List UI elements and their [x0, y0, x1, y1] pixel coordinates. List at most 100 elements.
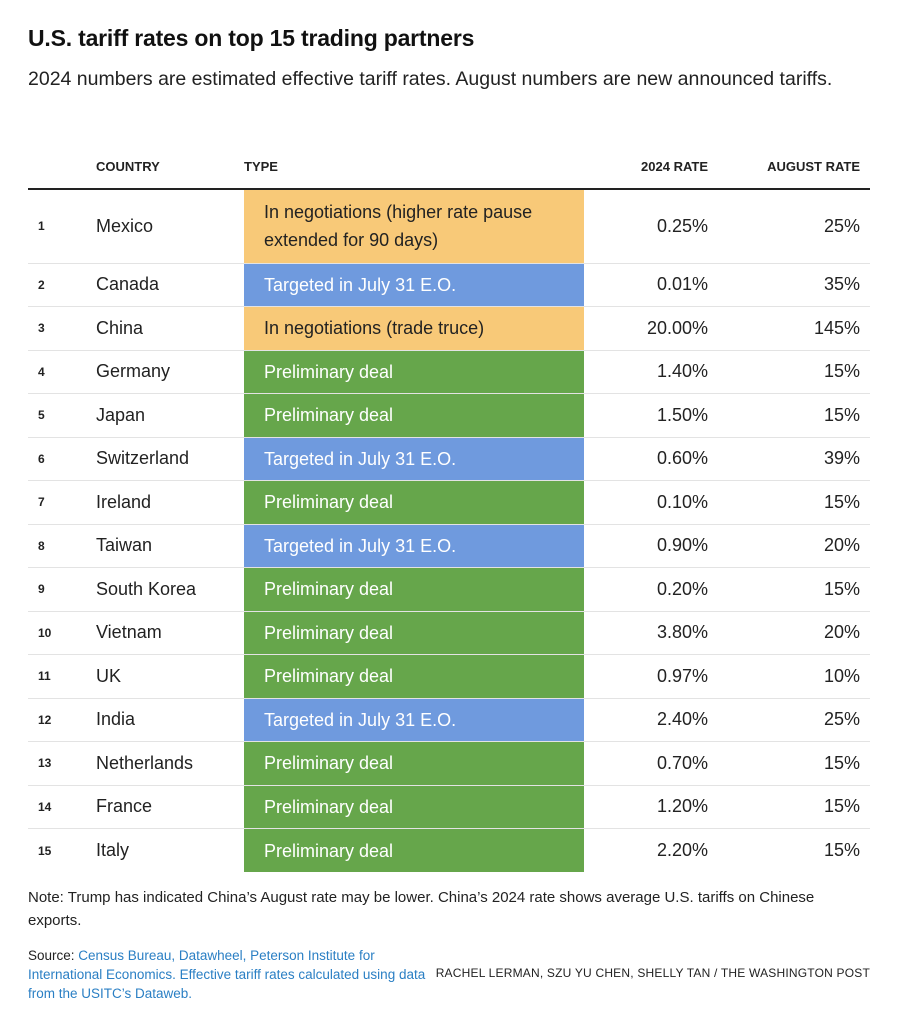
tariff-table: COUNTRY TYPE 2024 RATE AUGUST RATE 1 Mexi… [28, 145, 870, 872]
country-cell: Ireland [96, 480, 244, 525]
country-cell: Canada [96, 263, 244, 307]
rate-august-cell: 15% [720, 785, 870, 829]
source-note: Source: Census Bureau, Datawheel, Peters… [28, 946, 428, 1003]
source-links[interactable]: Census Bureau, Datawheel, Peterson Insti… [28, 948, 426, 1001]
rate-2024-cell: 0.70% [584, 741, 720, 786]
rate-2024-cell: 0.10% [584, 480, 720, 525]
country-cell: Netherlands [96, 741, 244, 786]
rate-august-cell: 25% [720, 698, 870, 742]
type-cell: Preliminary deal [244, 611, 584, 655]
rank-cell: 14 [28, 785, 96, 829]
rank-cell: 15 [38, 843, 52, 858]
table-row: 8 Taiwan Targeted in July 31 E.O. 0.90% 20% [28, 524, 870, 568]
country-cell: France [96, 785, 244, 829]
rank-cell: 6 [28, 437, 96, 481]
rate-august-cell: 20% [720, 524, 870, 568]
type-cell: Targeted in July 31 E.O. [244, 524, 584, 568]
table-row: 11 UK Preliminary deal 0.97% 10% [28, 654, 870, 699]
country-cell: Switzerland [96, 437, 244, 481]
country-cell: Japan [96, 393, 244, 438]
country-cell: Taiwan [96, 524, 244, 568]
chart-subtitle: 2024 numbers are estimated effective tar… [28, 68, 833, 90]
rank-cell: 8 [28, 524, 96, 568]
country-cell: Vietnam [96, 611, 244, 655]
rate-2024-cell: 2.40% [584, 698, 720, 742]
rate-august-cell: 39% [720, 437, 870, 481]
type-cell: Preliminary deal [244, 828, 584, 872]
chart-note: Note: Trump has indicated China’s August… [28, 889, 815, 929]
rank-cell: 4 [28, 350, 96, 394]
byline-credit: RACHEL LERMAN, SZU YU CHEN, SHELLY TAN /… [435, 966, 870, 980]
rate-2024-cell: 1.40% [584, 350, 720, 394]
rate-august-cell: 10% [720, 654, 870, 699]
type-cell: Targeted in July 31 E.O. [244, 437, 584, 481]
table-row: 3 China In negotiations (trade truce) 20.00… [28, 306, 870, 351]
type-cell: In negotiations (higher rate pause exten… [244, 189, 584, 264]
table-row: 5 Japan Preliminary deal 1.50% 15% [28, 393, 870, 438]
rate-august-cell: 15% [720, 567, 870, 612]
rate-2024-cell: 0.20% [584, 567, 720, 612]
type-cell: Preliminary deal [244, 393, 584, 438]
chart-title: U.S. tariff rates on top 15 trading part… [28, 25, 475, 51]
type-cell: Targeted in July 31 E.O. [244, 263, 584, 307]
rate-2024-cell: 0.01% [584, 263, 720, 307]
table-row: 9 South Korea Preliminary deal 0.20% 15% [28, 567, 870, 612]
type-cell: In negotiations (trade truce) [244, 306, 584, 351]
table-row: 10 Vietnam Preliminary deal 3.80% 20% [28, 611, 870, 655]
rate-august-cell: 15% [720, 350, 870, 394]
table-row: 13 Netherlands Preliminary deal 0.70% 15% [28, 741, 870, 786]
header-country: COUNTRY [96, 145, 244, 190]
type-cell: Preliminary deal [244, 350, 584, 394]
rank-cell: 1 [28, 189, 96, 264]
rate-august-cell: 35% [720, 263, 870, 307]
rate-august-cell: 145% [720, 306, 870, 351]
country-cell: UK [96, 654, 244, 699]
table-row: 2 Canada Targeted in July 31 E.O. 0.01% 35% [28, 263, 870, 307]
country-cell: South Korea [96, 567, 244, 612]
table-row: 4 Germany Preliminary deal 1.40% 15% [28, 350, 870, 394]
rate-2024-cell: 3.80% [584, 611, 720, 655]
rank-cell: 3 [28, 306, 96, 351]
rank-cell: 10 [28, 611, 96, 655]
rank-cell: 7 [28, 480, 96, 525]
table-body: 1 Mexico In negotiations (higher rate paus… [28, 189, 870, 872]
rate-2024-cell: 2.20% [656, 840, 708, 860]
rank-cell: 11 [28, 654, 96, 699]
rate-2024-cell: 20.00% [584, 306, 720, 351]
rate-august-cell: 15% [720, 480, 870, 525]
rate-2024-cell: 0.97% [584, 654, 720, 699]
type-cell: Targeted in July 31 E.O. [244, 698, 584, 742]
rate-2024-cell: 1.20% [584, 785, 720, 829]
table-row: 14 France Preliminary deal 1.20% 15% [28, 785, 870, 829]
header-2024-rate: 2024 RATE [584, 145, 720, 190]
rate-august-cell: 15% [720, 393, 870, 438]
type-cell: Preliminary deal [244, 480, 584, 525]
source-label: Source: [28, 948, 79, 963]
rate-2024-cell: 0.60% [584, 437, 720, 481]
header-august-rate: AUGUST RATE [720, 145, 870, 190]
table-row: 6 Switzerland Targeted in July 31 E.O. 0.60… [28, 437, 870, 481]
table-row: 12 India Targeted in July 31 E.O. 2.40% 25% [28, 698, 870, 742]
rate-august-cell: 15% [720, 741, 870, 786]
country-cell: India [96, 698, 244, 742]
table-row: 7 Ireland Preliminary deal 0.10% 15% [28, 480, 870, 525]
type-cell: Preliminary deal [244, 741, 584, 786]
country-cell: Mexico [96, 189, 244, 264]
rate-2024-cell: 1.50% [584, 393, 720, 438]
rank-cell: 5 [28, 393, 96, 438]
table-row: 1 Mexico In negotiations (higher rate paus… [28, 189, 870, 264]
header-rank [28, 145, 96, 190]
rate-2024-cell: 0.90% [584, 524, 720, 568]
rank-cell: 2 [28, 263, 96, 307]
table-header-row: COUNTRY TYPE 2024 RATE AUGUST RATE [28, 145, 870, 190]
rate-august-cell: 20% [720, 611, 870, 655]
table-row: 15 Italy Preliminary deal 2.20% 15% [28, 828, 870, 872]
rate-august-cell: 15% [823, 840, 860, 860]
rate-august-cell: 25% [720, 189, 870, 264]
rank-cell: 9 [28, 567, 96, 612]
country-cell: China [96, 306, 244, 351]
rate-2024-cell: 0.25% [584, 189, 720, 264]
type-cell: Preliminary deal [244, 567, 584, 612]
header-type: TYPE [244, 145, 584, 190]
rank-cell: 13 [28, 741, 96, 786]
